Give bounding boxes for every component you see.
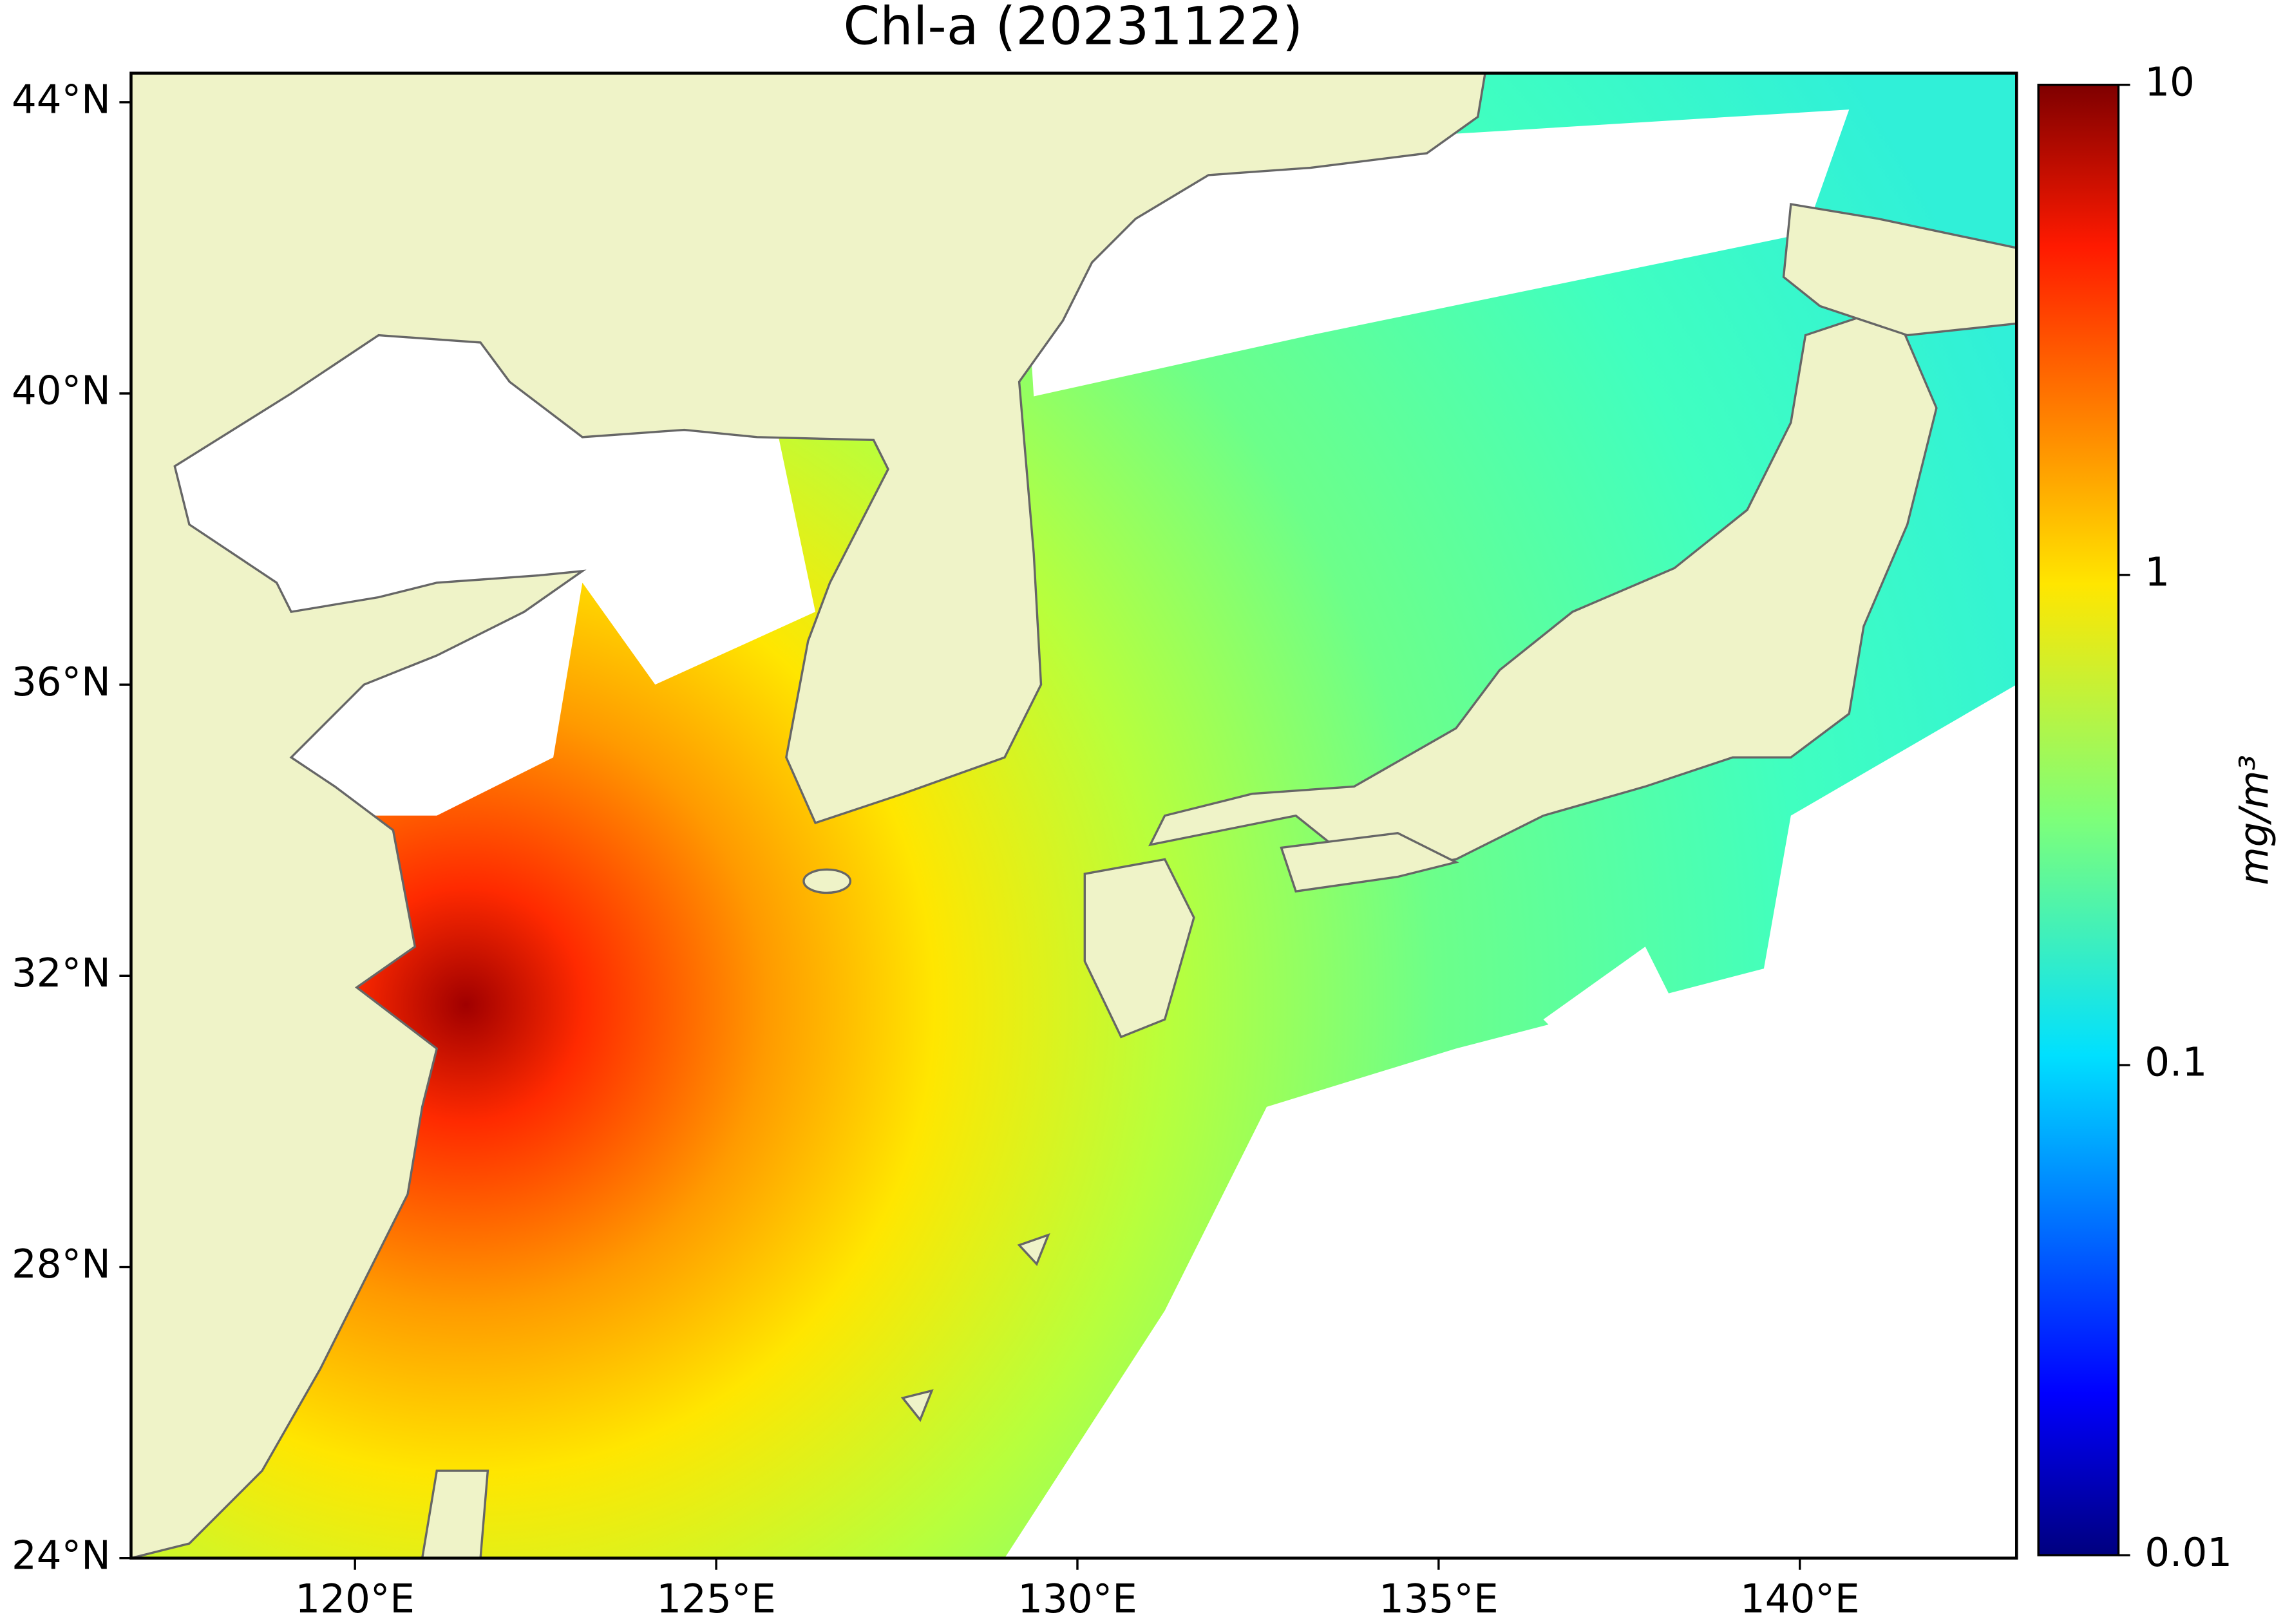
map-area: [131, 73, 2017, 1558]
colorbar-tick-label: 1: [2145, 549, 2170, 595]
y-tick-label: 44°N: [12, 77, 111, 122]
title: Chl-a (20231122): [843, 0, 1303, 57]
x-tick-label: 125°E: [656, 1576, 776, 1622]
map-frame: [129, 71, 2018, 1560]
colorbar-tick-label: 0.01: [2145, 1530, 2232, 1576]
y-tick-label: 36°N: [12, 659, 111, 705]
y-tick-label: 24°N: [12, 1533, 111, 1578]
x-tick-label: 140°E: [1740, 1576, 1860, 1622]
colorbar-tick-label: 0.1: [2145, 1040, 2207, 1086]
land: [131, 73, 2017, 1558]
x-tick-label: 120°E: [295, 1576, 415, 1622]
y-tick-label: 32°N: [12, 950, 111, 996]
x-tick-label: 135°E: [1379, 1576, 1499, 1622]
y-tick-label: 40°N: [12, 368, 111, 414]
colorbar: [2037, 84, 2120, 1556]
colorbar-tick-label: 10: [2145, 59, 2195, 105]
colorbar-label: mg/m³: [2231, 755, 2277, 885]
y-tick-label: 28°N: [12, 1242, 111, 1287]
x-tick-label: 130°E: [1018, 1576, 1137, 1622]
